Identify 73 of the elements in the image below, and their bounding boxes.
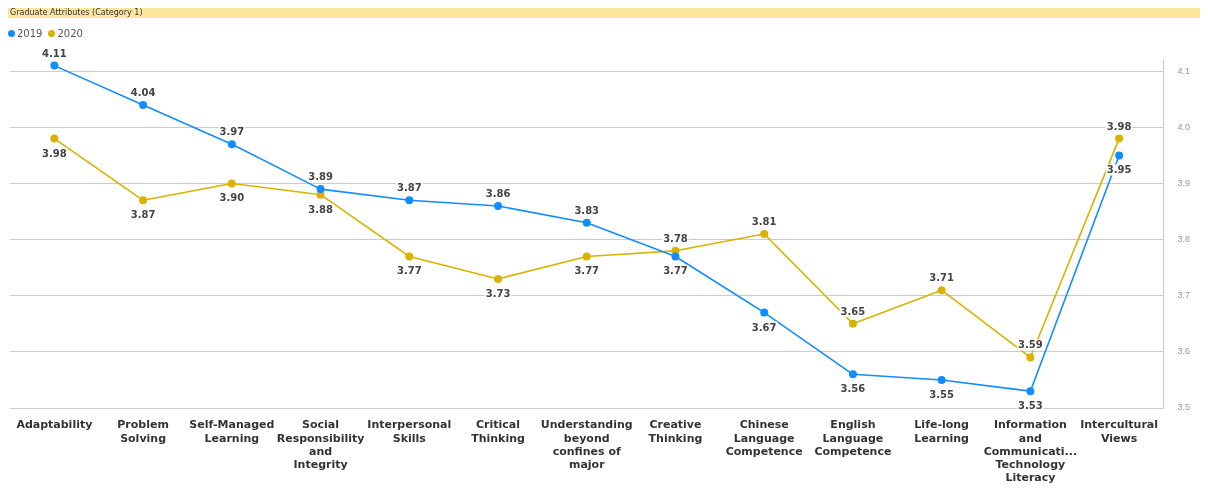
point [937, 375, 946, 384]
y-tick-label: 3.9 [1177, 177, 1190, 188]
y-tick-label: 3.7 [1177, 290, 1190, 301]
point [405, 196, 414, 205]
data-label: 3.87 [396, 182, 422, 194]
point [671, 252, 680, 261]
point [139, 100, 148, 109]
x-tick-label: Interpersonal Skills [367, 418, 452, 445]
point [50, 134, 59, 143]
data-label: 3.77 [574, 265, 600, 277]
data-label: 3.78 [663, 232, 688, 244]
point [937, 286, 946, 295]
x-tick-label: Adaptability [16, 418, 93, 432]
point [139, 196, 148, 205]
x-tick-label: Problem Solving [117, 418, 169, 445]
x-tick-label: Understanding beyond confines of major [540, 418, 633, 472]
y-tick-label: 4.0 [1177, 121, 1190, 132]
data-label: 4.04 [130, 86, 156, 98]
point [848, 370, 857, 379]
data-label: 3.97 [219, 126, 245, 138]
data-label: 4.11 [42, 47, 67, 59]
y-tick-label: 3.5 [1177, 402, 1190, 413]
data-label: 3.98 [42, 147, 67, 159]
data-label: 3.53 [1018, 400, 1043, 412]
x-tick-label: Life-long Learning [914, 418, 969, 445]
point [582, 252, 591, 261]
point [1026, 353, 1035, 362]
point [316, 185, 325, 194]
point [227, 179, 236, 188]
data-label: 3.95 [1106, 164, 1132, 176]
x-tick-label: Creative Thinking [648, 418, 703, 445]
data-label: 3.90 [219, 192, 245, 204]
data-label: 3.67 [751, 321, 777, 333]
legend-label: 2020 [56, 28, 83, 39]
x-tick-label: Social Responsibility and Integrity [276, 418, 365, 472]
legend-label: 2019 [16, 28, 43, 39]
data-label: 3.56 [840, 383, 866, 395]
point [494, 274, 503, 283]
point [494, 201, 503, 210]
data-label: 3.89 [308, 171, 333, 183]
x-tick-label: Information and Communicati... Technology Literacy [983, 418, 1078, 485]
chart-title: Graduate Attributes (Category 1) [8, 8, 1200, 18]
data-label: 3.77 [396, 265, 422, 277]
x-tick-label: Chinese Language Competence [725, 418, 803, 458]
y-tick-label: 3.6 [1177, 346, 1190, 357]
point [848, 319, 857, 328]
point [405, 252, 414, 261]
data-label: 3.88 [308, 203, 333, 215]
point [1026, 387, 1035, 396]
data-label: 3.87 [130, 209, 156, 221]
point [760, 230, 769, 238]
point [50, 61, 59, 70]
point [227, 140, 236, 149]
data-label: 3.77 [663, 265, 688, 277]
data-label: 3.65 [840, 305, 866, 317]
y-tick-label: 4.1 [1177, 65, 1190, 76]
x-tick-label: Critical Thinking [471, 418, 525, 445]
data-label: 3.55 [929, 388, 955, 400]
y-tick-label: 3.8 [1177, 234, 1190, 245]
data-label: 3.73 [485, 287, 511, 299]
data-label: 3.86 [485, 187, 511, 199]
point [760, 308, 769, 317]
point [582, 218, 591, 227]
data-label: 3.59 [1018, 339, 1043, 351]
data-label: 3.83 [574, 204, 600, 216]
point [1115, 134, 1124, 143]
x-tick-label: Intercultural Views [1080, 418, 1159, 445]
point [1115, 151, 1124, 160]
data-label: 3.71 [929, 272, 955, 284]
data-label: 3.81 [751, 216, 777, 227]
x-tick-label: Self-Managed Learning [189, 418, 275, 445]
data-label: 3.98 [1106, 120, 1132, 132]
x-tick-label: English Language Competence [814, 418, 892, 458]
